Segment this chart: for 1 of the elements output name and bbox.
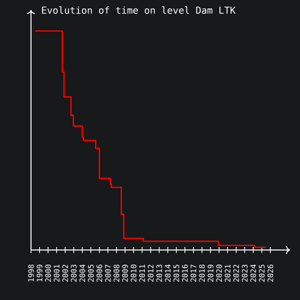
chart-title: Evolution of time on level Dam LTK <box>42 6 236 14</box>
